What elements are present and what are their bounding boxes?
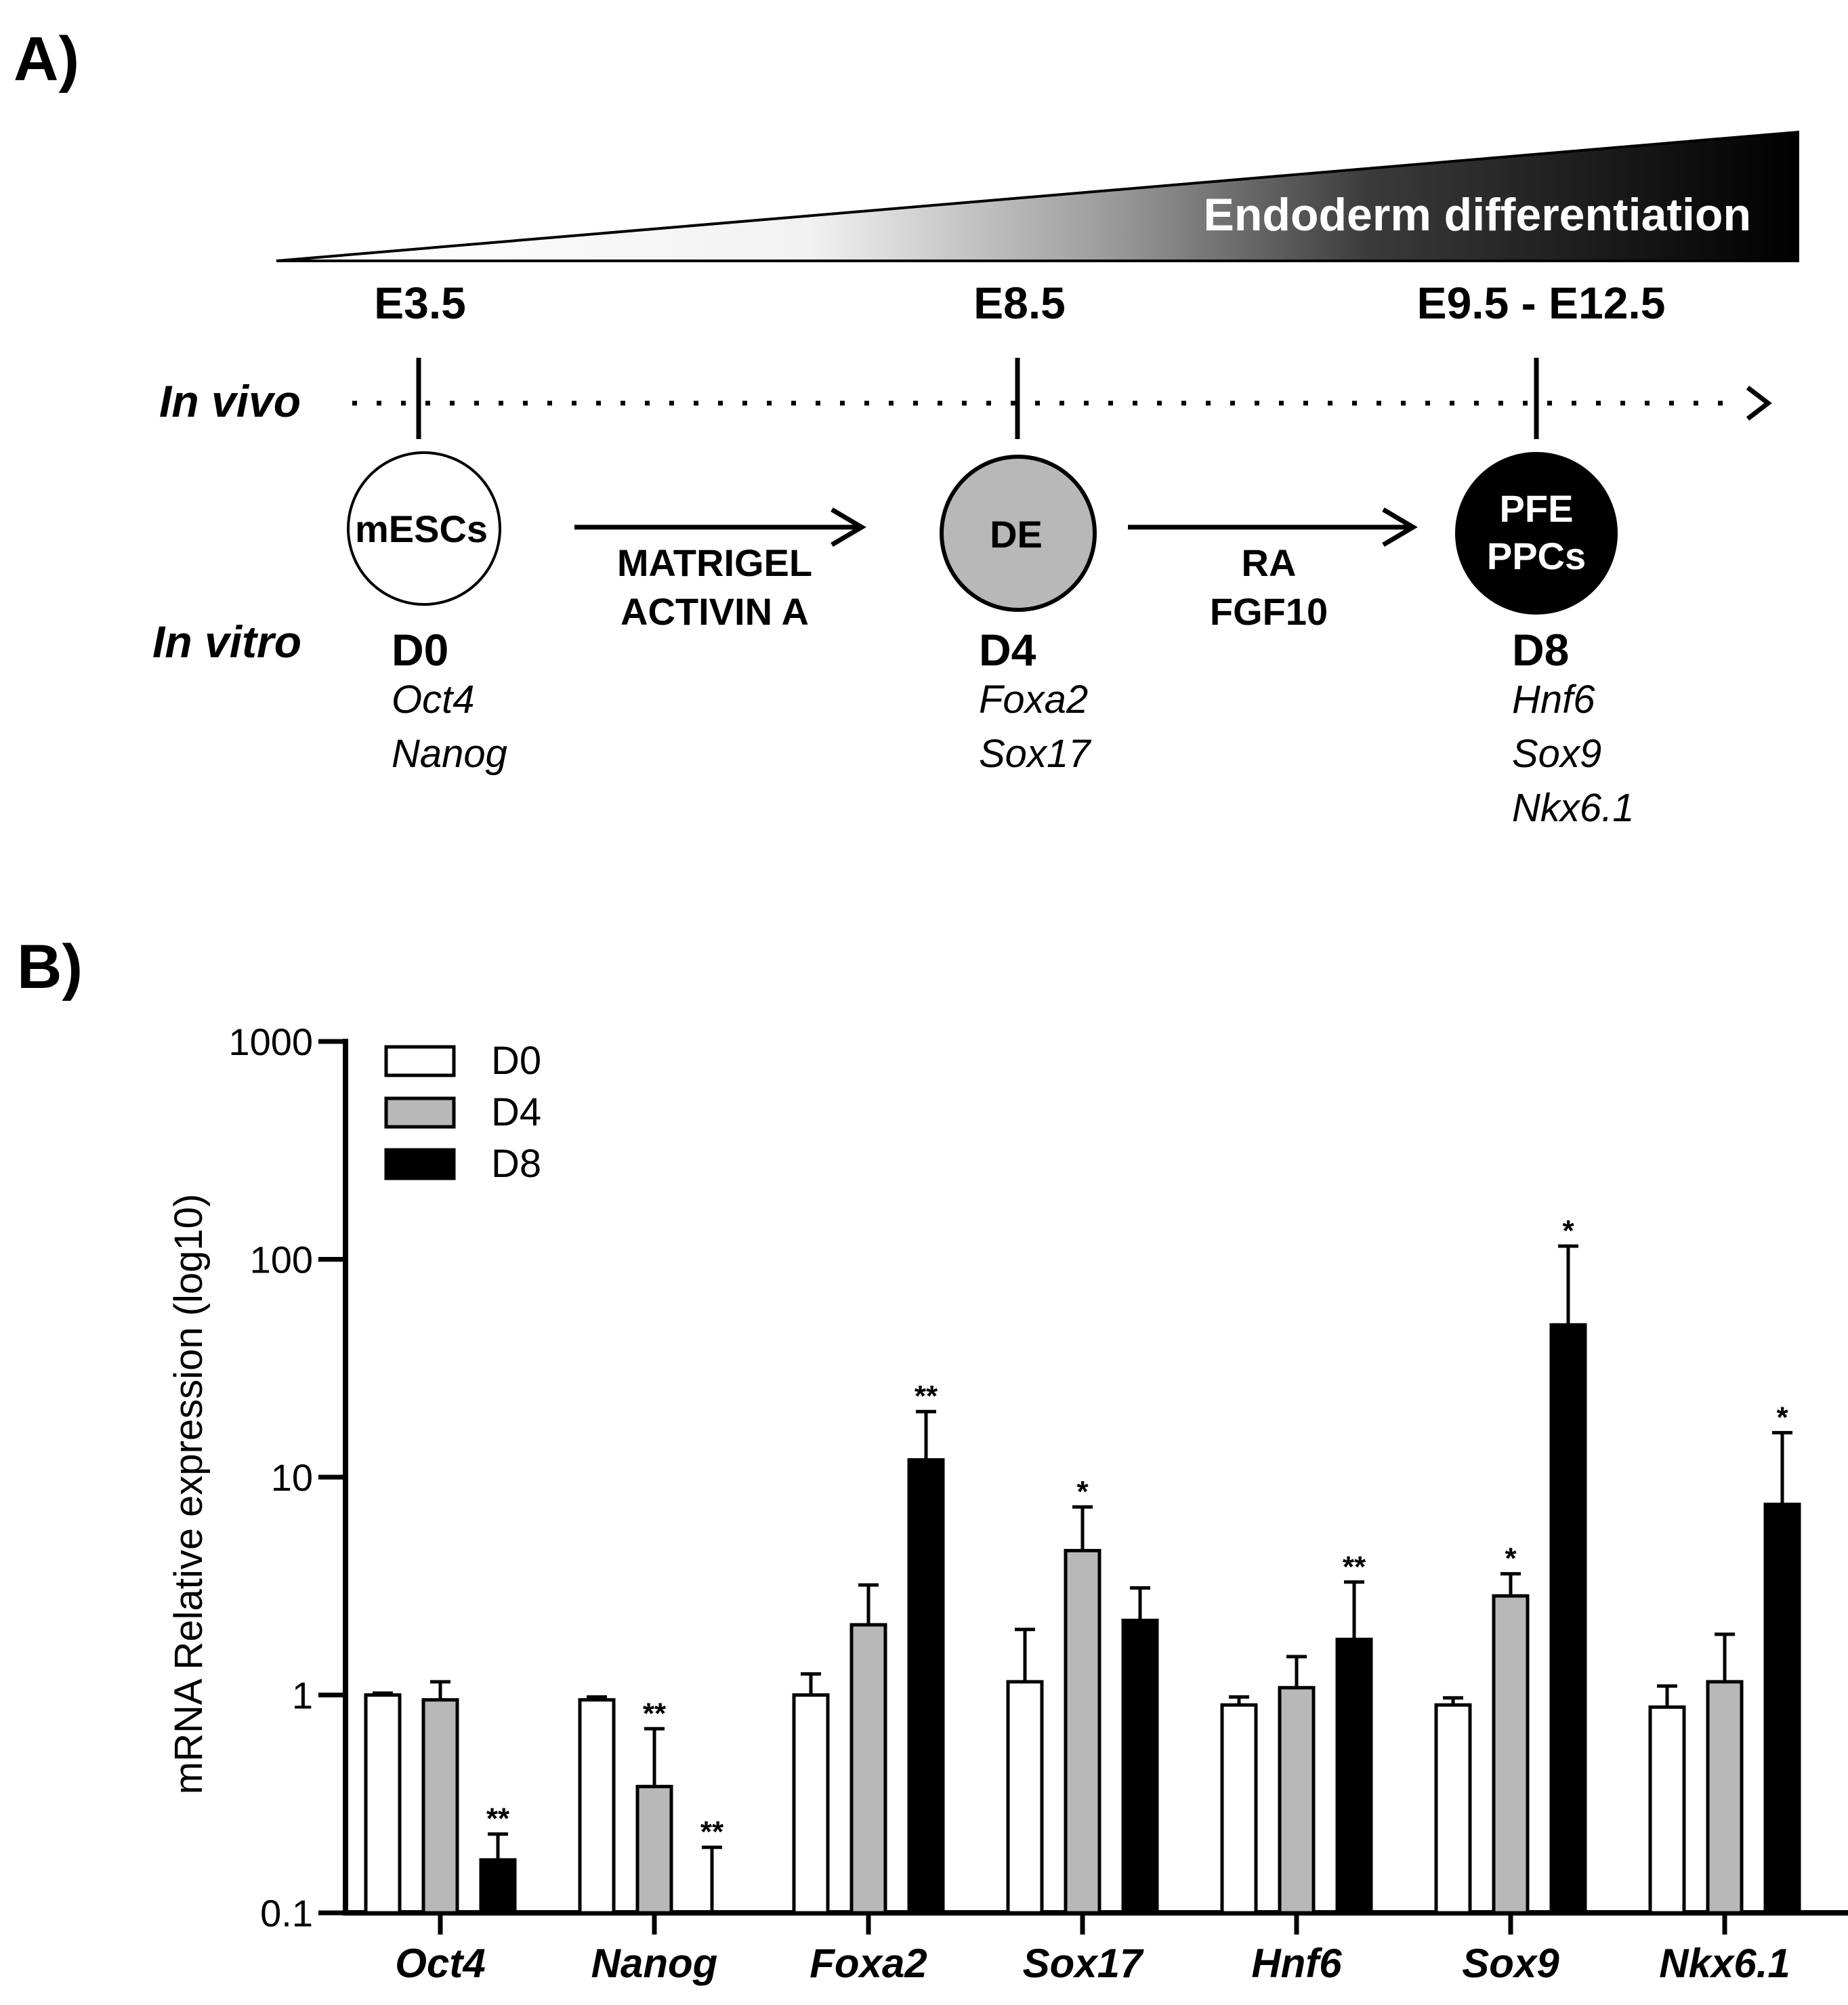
significance-marker: *	[1505, 1542, 1517, 1575]
cell-label: DE	[990, 513, 1043, 556]
bar-d4	[1064, 1548, 1101, 1915]
legend-swatch	[384, 1096, 456, 1129]
x-tick-label: Foxa2	[810, 1941, 927, 1986]
y-tick-label: 0.1	[260, 1892, 313, 1935]
x-tick-label: Sox17	[1023, 1941, 1144, 1986]
bar-d0	[364, 1693, 402, 1915]
significance-marker: *	[1076, 1475, 1089, 1508]
cell-label: mESCs	[355, 508, 488, 550]
y-tick-label: 100	[250, 1239, 313, 1281]
cell-de	[940, 455, 1097, 612]
bar-d4	[1706, 1680, 1744, 1915]
panel-a: A) Endoderm differentiation E3.5 E8.5 E9…	[14, 24, 1799, 830]
significance-marker: *	[1562, 1214, 1574, 1247]
arrow-head	[831, 507, 866, 547]
transition-factor: FGF10	[1210, 590, 1328, 633]
panel-b-label: B)	[17, 932, 83, 1001]
bar-d0	[578, 1698, 616, 1915]
bar-d0	[1648, 1705, 1686, 1915]
stage-embryo-day: E9.5 - E12.5	[1417, 278, 1666, 328]
transition-factor: ACTIVIN A	[621, 590, 809, 633]
significance-marker: **	[700, 1815, 724, 1848]
bar-d0	[1434, 1703, 1472, 1915]
stage-marker: Oct4	[392, 678, 475, 722]
bar-d4	[849, 1623, 887, 1915]
in-vitro-label: In vitro	[152, 617, 301, 667]
bar-d4	[1278, 1686, 1316, 1915]
bar-d8	[1335, 1637, 1373, 1915]
x-tick-label: Oct4	[395, 1941, 485, 1986]
y-tick-label: 1	[292, 1674, 313, 1717]
bar-d4	[635, 1785, 673, 1915]
stage-marker: Sox17	[979, 732, 1092, 776]
cell-label: PPCs	[1487, 535, 1586, 577]
in-vivo-label: In vivo	[159, 376, 301, 426]
x-tick-label: Nkx6.1	[1659, 1941, 1790, 1986]
bar-d4	[1492, 1594, 1530, 1915]
significance-marker: **	[643, 1697, 667, 1730]
cell-label: PFE	[1500, 487, 1574, 530]
stage-embryo-day: E3.5	[374, 278, 466, 328]
cell-mescs	[347, 451, 501, 606]
y-tick-label: 1000	[228, 1020, 313, 1063]
bar-d8	[1549, 1323, 1587, 1915]
arrow-head	[1382, 507, 1418, 547]
gradient-label: Endoderm differentiation	[1204, 189, 1751, 241]
bar-d8	[1121, 1618, 1159, 1915]
transition-factor: RA	[1242, 541, 1297, 584]
significance-marker: **	[915, 1380, 938, 1413]
stage-marker: Foxa2	[979, 678, 1088, 722]
significance-marker: **	[1343, 1550, 1366, 1584]
stage-marker: Hnf6	[1512, 678, 1595, 722]
x-tick-label: Hnf6	[1251, 1941, 1342, 1986]
legend-label: D8	[491, 1142, 541, 1186]
bar-d4	[421, 1698, 459, 1915]
stage-marker: Nkx6.1	[1512, 786, 1635, 830]
legend-swatch	[384, 1148, 456, 1180]
legend-label: D0	[491, 1039, 541, 1083]
panel-b: B) mRNA Relative expression (log10) 0.1 1…	[17, 932, 1848, 1986]
transition-factor: MATRIGEL	[617, 541, 812, 584]
bar-d8	[1763, 1502, 1801, 1915]
significance-marker: *	[1776, 1401, 1788, 1434]
bar-chart: 0.11101001000Oct4**Nanog****Foxa2**Sox17…	[228, 1020, 1848, 1986]
x-tick-label: Nanog	[591, 1941, 718, 1986]
legend-swatch	[384, 1045, 456, 1077]
stage-culture-day: D8	[1512, 625, 1569, 675]
significance-marker: **	[486, 1802, 510, 1836]
stage-culture-day: D0	[392, 625, 448, 675]
y-tick-label: 10	[271, 1456, 313, 1499]
cell-pfe-ppcs	[1455, 452, 1618, 615]
endoderm-gradient-wedge	[276, 130, 1799, 262]
bar-d8	[907, 1458, 945, 1915]
x-tick-label: Sox9	[1462, 1941, 1559, 1986]
y-axis-title: mRNA Relative expression (log10)	[167, 1194, 211, 1794]
legend-label: D4	[491, 1090, 541, 1134]
timeline-arrowhead	[1746, 386, 1772, 421]
stage-embryo-day: E8.5	[973, 278, 1066, 328]
panel-a-label: A)	[14, 24, 79, 94]
bar-d0	[1220, 1703, 1258, 1915]
stage-culture-day: D4	[979, 625, 1036, 675]
stage-marker: Sox9	[1512, 732, 1601, 776]
stage-marker: Nanog	[392, 732, 507, 776]
bar-d0	[792, 1693, 830, 1915]
bar-d0	[1006, 1680, 1044, 1915]
bar-d8	[479, 1858, 517, 1915]
